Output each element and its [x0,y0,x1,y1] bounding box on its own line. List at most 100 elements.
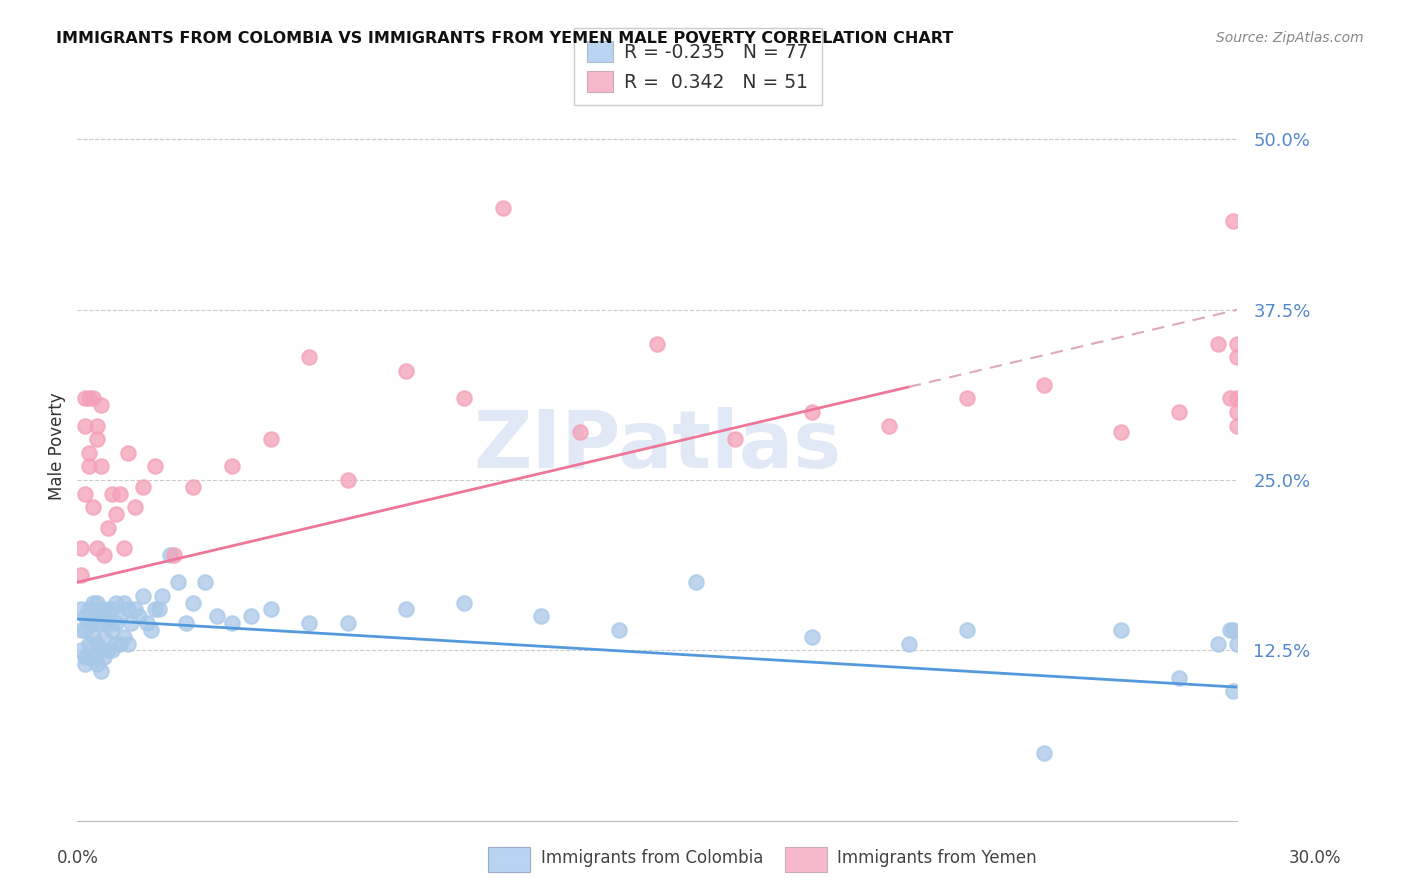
Immigrants from Yemen [337,473,360,487]
Immigrants from Colombia [685,575,707,590]
Immigrants from Colombia [112,596,135,610]
Immigrants from Colombia [1222,623,1244,637]
Immigrants from Yemen [86,418,108,433]
Text: 0.0%: 0.0% [56,849,98,867]
Immigrants from Colombia [183,596,205,610]
Immigrants from Colombia [240,609,263,624]
Immigrants from Colombia [1033,746,1056,760]
Immigrants from Colombia [530,609,553,624]
Immigrants from Yemen [70,568,93,582]
Immigrants from Yemen [105,507,127,521]
Immigrants from Yemen [86,432,108,446]
Immigrants from Yemen [221,459,243,474]
Immigrants from Colombia [97,643,120,657]
Immigrants from Colombia [86,616,108,631]
Immigrants from Yemen [70,541,93,556]
Immigrants from Yemen [1226,336,1249,351]
Immigrants from Colombia [159,548,181,562]
Immigrants from Colombia [75,609,96,624]
Immigrants from Yemen [75,418,96,433]
Immigrants from Colombia [97,602,120,616]
Immigrants from Yemen [1218,392,1241,406]
Immigrants from Colombia [93,609,115,624]
Immigrants from Yemen [724,432,747,446]
Immigrants from Yemen [647,336,669,351]
Text: Immigrants from Colombia: Immigrants from Colombia [541,849,763,867]
Immigrants from Colombia [97,616,120,631]
Immigrants from Yemen [163,548,186,562]
Immigrants from Colombia [897,636,920,650]
Immigrants from Yemen [124,500,146,515]
Immigrants from Colombia [956,623,979,637]
Immigrants from Colombia [121,616,143,631]
Immigrants from Yemen [112,541,135,556]
Immigrants from Colombia [132,589,155,603]
Immigrants from Yemen [1033,377,1056,392]
Immigrants from Colombia [174,616,197,631]
Immigrants from Colombia [105,636,127,650]
Immigrants from Colombia [298,616,321,631]
Immigrants from Colombia [86,636,108,650]
Immigrants from Yemen [77,392,100,406]
Immigrants from Colombia [82,630,104,644]
Immigrants from Yemen [86,541,108,556]
Immigrants from Yemen [117,446,139,460]
Immigrants from Colombia [152,589,174,603]
Immigrants from Colombia [77,616,100,631]
Immigrants from Colombia [166,575,188,590]
Immigrants from Colombia [90,616,111,631]
Immigrants from Yemen [453,392,475,406]
Immigrants from Colombia [117,602,139,616]
Immigrants from Colombia [75,657,96,671]
Immigrants from Yemen [75,392,96,406]
Immigrants from Colombia [1111,623,1133,637]
Immigrants from Yemen [260,432,283,446]
Immigrants from Colombia [607,623,630,637]
Text: Immigrants from Yemen: Immigrants from Yemen [837,849,1036,867]
Immigrants from Yemen [1206,336,1229,351]
Immigrants from Colombia [1222,684,1244,698]
Immigrants from Colombia [108,609,131,624]
Immigrants from Colombia [108,636,131,650]
Immigrants from Colombia [136,616,159,631]
Immigrants from Colombia [82,650,104,665]
Immigrants from Colombia [148,602,170,616]
Immigrants from Yemen [492,201,515,215]
Immigrants from Yemen [801,405,824,419]
Immigrants from Yemen [90,398,111,412]
Immigrants from Colombia [101,602,124,616]
Immigrants from Yemen [1168,405,1191,419]
Immigrants from Colombia [221,616,243,631]
Immigrants from Colombia [105,596,127,610]
Immigrants from Colombia [101,623,124,637]
Immigrants from Yemen [569,425,592,440]
Immigrants from Colombia [1206,636,1229,650]
Immigrants from Colombia [128,609,150,624]
Immigrants from Yemen [298,351,321,365]
Immigrants from Yemen [1226,351,1249,365]
Immigrants from Colombia [90,602,111,616]
Immigrants from Yemen [877,418,901,433]
Immigrants from Yemen [82,392,104,406]
Immigrants from Colombia [105,616,127,631]
Immigrants from Colombia [124,602,146,616]
Immigrants from Colombia [143,602,166,616]
Immigrants from Colombia [75,650,96,665]
Immigrants from Colombia [395,602,418,616]
Immigrants from Colombia [90,643,111,657]
Immigrants from Colombia [1226,636,1249,650]
Immigrants from Colombia [77,602,100,616]
Immigrants from Yemen [1226,392,1249,406]
Y-axis label: Male Poverty: Male Poverty [48,392,66,500]
Immigrants from Yemen [93,548,115,562]
Immigrants from Colombia [77,650,100,665]
Immigrants from Colombia [801,630,824,644]
Immigrants from Colombia [70,602,93,616]
Immigrants from Yemen [1226,405,1249,419]
Immigrants from Colombia [194,575,217,590]
Immigrants from Yemen [75,486,96,500]
Immigrants from Yemen [143,459,166,474]
Immigrants from Colombia [101,643,124,657]
Immigrants from Colombia [453,596,475,610]
Immigrants from Colombia [337,616,360,631]
